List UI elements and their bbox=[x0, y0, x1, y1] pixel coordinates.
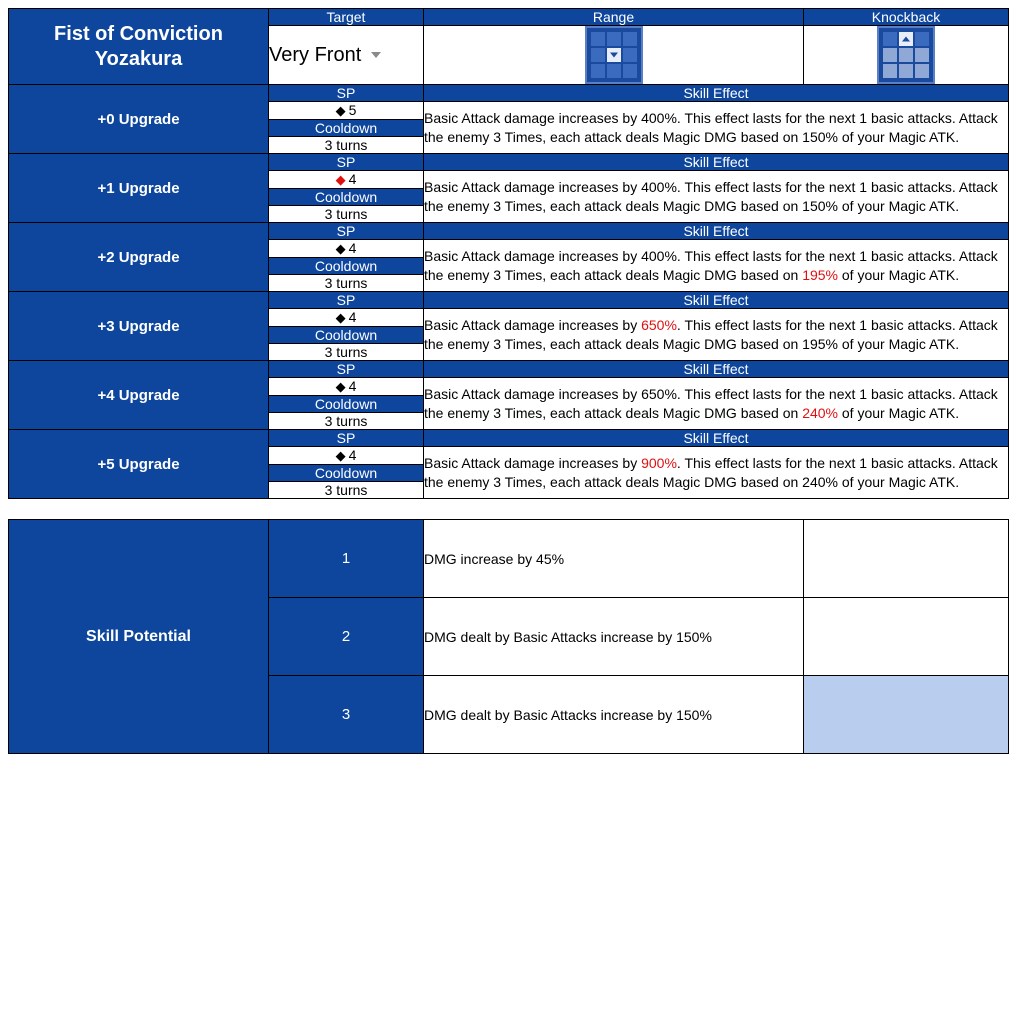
skill-effect-text-4: Basic Attack damage increases by 650%. T… bbox=[424, 378, 1009, 430]
grid-icon bbox=[585, 26, 643, 84]
skill-effect-header: Skill Effect bbox=[424, 430, 1009, 447]
range-grid-cell bbox=[424, 26, 804, 85]
upgrade-label-1: +1 Upgrade bbox=[9, 154, 269, 223]
knockback-grid-cell bbox=[804, 26, 1009, 85]
target-dropdown[interactable]: Very Front bbox=[269, 26, 424, 85]
cooldown-value-1: 3 turns bbox=[269, 206, 424, 223]
range-header: Range bbox=[424, 9, 804, 26]
upgrade-label-3: +3 Upgrade bbox=[9, 292, 269, 361]
potential-label: Skill Potential bbox=[9, 520, 269, 754]
diamond-icon: ◆ bbox=[336, 310, 346, 325]
diamond-icon: ◆ bbox=[336, 103, 346, 118]
target-header: Target bbox=[269, 9, 424, 26]
sp-header: SP bbox=[269, 223, 424, 240]
cooldown-value-0: 3 turns bbox=[269, 137, 424, 154]
cooldown-header: Cooldown bbox=[269, 465, 424, 482]
potential-extra-1 bbox=[804, 598, 1009, 676]
target-value: Very Front bbox=[269, 44, 361, 66]
cooldown-header: Cooldown bbox=[269, 396, 424, 413]
cooldown-header: Cooldown bbox=[269, 189, 424, 206]
sp-header: SP bbox=[269, 85, 424, 102]
grid-icon bbox=[877, 26, 935, 84]
diamond-icon: ◆ bbox=[336, 172, 346, 187]
skill-effect-header: Skill Effect bbox=[424, 361, 1009, 378]
cooldown-header: Cooldown bbox=[269, 258, 424, 275]
potential-desc-1: DMG dealt by Basic Attacks increase by 1… bbox=[424, 598, 804, 676]
skill-effect-text-1: Basic Attack damage increases by 400%. T… bbox=[424, 171, 1009, 223]
skill-table: Fist of Conviction Yozakura Target Range… bbox=[8, 8, 1009, 499]
skill-effect-text-2: Basic Attack damage increases by 400%. T… bbox=[424, 240, 1009, 292]
skill-effect-text-5: Basic Attack damage increases by 900%. T… bbox=[424, 447, 1009, 499]
potential-extra-2 bbox=[804, 676, 1009, 754]
upgrade-label-5: +5 Upgrade bbox=[9, 430, 269, 499]
cooldown-value-3: 3 turns bbox=[269, 344, 424, 361]
sp-value-2: ◆4 bbox=[269, 240, 424, 258]
upgrade-label-0: +0 Upgrade bbox=[9, 85, 269, 154]
skill-effect-header: Skill Effect bbox=[424, 154, 1009, 171]
knockback-header: Knockback bbox=[804, 9, 1009, 26]
sp-value-0: ◆5 bbox=[269, 102, 424, 120]
diamond-icon: ◆ bbox=[336, 379, 346, 394]
potential-table: Skill Potential 1 DMG increase by 45% 2 … bbox=[8, 519, 1009, 754]
sp-header: SP bbox=[269, 154, 424, 171]
sp-value-5: ◆4 bbox=[269, 447, 424, 465]
upgrade-label-4: +4 Upgrade bbox=[9, 361, 269, 430]
cooldown-header: Cooldown bbox=[269, 120, 424, 137]
sp-value-1: ◆4 bbox=[269, 171, 424, 189]
potential-num-0: 1 bbox=[269, 520, 424, 598]
diamond-icon: ◆ bbox=[336, 241, 346, 256]
skill-effect-header: Skill Effect bbox=[424, 85, 1009, 102]
potential-extra-0 bbox=[804, 520, 1009, 598]
title-line1: Fist of Conviction bbox=[54, 23, 223, 45]
potential-desc-0: DMG increase by 45% bbox=[424, 520, 804, 598]
sp-header: SP bbox=[269, 292, 424, 309]
cooldown-header: Cooldown bbox=[269, 327, 424, 344]
potential-num-1: 2 bbox=[269, 598, 424, 676]
potential-num-2: 3 bbox=[269, 676, 424, 754]
sp-value-3: ◆4 bbox=[269, 309, 424, 327]
cooldown-value-2: 3 turns bbox=[269, 275, 424, 292]
skill-effect-text-0: Basic Attack damage increases by 400%. T… bbox=[424, 102, 1009, 154]
skill-effect-header: Skill Effect bbox=[424, 292, 1009, 309]
sp-value-4: ◆4 bbox=[269, 378, 424, 396]
potential-desc-2: DMG dealt by Basic Attacks increase by 1… bbox=[424, 676, 804, 754]
title-line2: Yozakura bbox=[95, 48, 182, 70]
skill-effect-header: Skill Effect bbox=[424, 223, 1009, 240]
diamond-icon: ◆ bbox=[336, 448, 346, 463]
skill-title: Fist of Conviction Yozakura bbox=[9, 9, 269, 85]
cooldown-value-4: 3 turns bbox=[269, 413, 424, 430]
sp-header: SP bbox=[269, 361, 424, 378]
skill-effect-text-3: Basic Attack damage increases by 650%. T… bbox=[424, 309, 1009, 361]
upgrade-label-2: +2 Upgrade bbox=[9, 223, 269, 292]
sp-header: SP bbox=[269, 430, 424, 447]
chevron-down-icon bbox=[371, 52, 381, 58]
cooldown-value-5: 3 turns bbox=[269, 482, 424, 499]
